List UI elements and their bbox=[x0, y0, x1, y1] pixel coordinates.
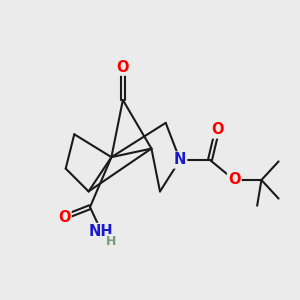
Text: O: O bbox=[228, 172, 241, 188]
Text: NH: NH bbox=[89, 224, 114, 239]
Text: N: N bbox=[174, 152, 186, 167]
Text: O: O bbox=[117, 60, 129, 75]
Text: O: O bbox=[211, 122, 224, 137]
Text: O: O bbox=[58, 210, 70, 225]
Text: H: H bbox=[106, 235, 117, 248]
